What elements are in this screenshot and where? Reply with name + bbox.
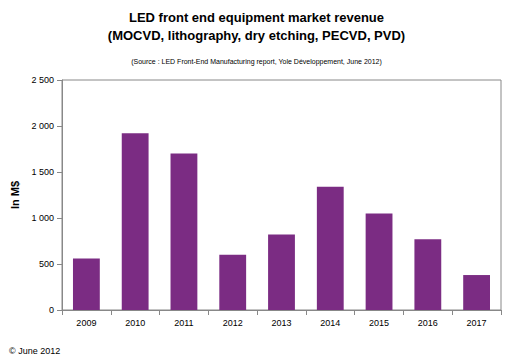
svg-text:1 500: 1 500 xyxy=(31,167,54,177)
svg-text:2 000: 2 000 xyxy=(31,121,54,131)
svg-text:2011: 2011 xyxy=(174,318,193,328)
svg-text:2010: 2010 xyxy=(125,318,145,328)
svg-text:500: 500 xyxy=(39,259,54,269)
svg-text:2015: 2015 xyxy=(369,318,389,328)
svg-text:In M$: In M$ xyxy=(9,181,21,209)
svg-text:2014: 2014 xyxy=(320,318,340,328)
svg-text:2012: 2012 xyxy=(223,318,243,328)
svg-text:(MOCVD, lithography, dry etchi: (MOCVD, lithography, dry etching, PECVD,… xyxy=(108,28,405,43)
svg-text:2013: 2013 xyxy=(271,318,291,328)
svg-text:© June 2012: © June 2012 xyxy=(9,346,60,356)
svg-text:0: 0 xyxy=(49,305,54,315)
svg-text:2009: 2009 xyxy=(76,318,96,328)
svg-text:1 000: 1 000 xyxy=(31,213,54,223)
svg-text:LED front end equipment market: LED front end equipment market revenue xyxy=(129,10,384,25)
svg-text:2 500: 2 500 xyxy=(31,75,54,85)
svg-text:2016: 2016 xyxy=(418,318,438,328)
svg-text:2017: 2017 xyxy=(467,318,487,328)
svg-text:(Source : LED Front-End Manufa: (Source : LED Front-End Manufacturing re… xyxy=(131,58,382,66)
